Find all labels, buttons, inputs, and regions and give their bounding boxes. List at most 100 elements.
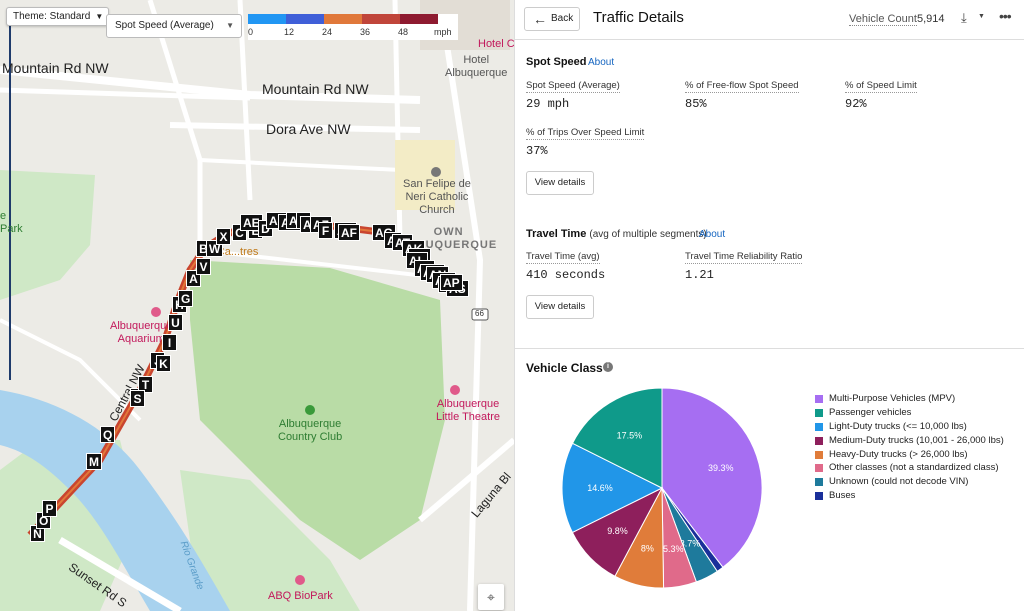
back-button[interactable]: ← Back <box>524 7 580 31</box>
poi-country-club[interactable]: Albuquerque Country Club <box>278 418 343 443</box>
legend-item: Heavy-Duty trucks (> 26,000 lbs) <box>815 448 1004 462</box>
legend-swatch <box>815 395 823 403</box>
legend-bar-4 <box>400 14 438 24</box>
legend-item: Light-Duty trucks (<= 10,000 lbs) <box>815 420 1004 434</box>
legend-bar-2 <box>324 14 362 24</box>
legend-swatch <box>815 450 823 459</box>
crosshair-icon: ⌖ <box>487 589 495 605</box>
locate-me-button[interactable]: ⌖ <box>478 584 504 610</box>
metric-label: Travel Time (avg) <box>526 251 600 264</box>
travel-time-subtitle: (avg of multiple segments) <box>589 229 707 240</box>
route-marker-t[interactable]: T <box>138 376 153 393</box>
map-view[interactable]: Mountain Rd NW Mountain Rd NW Dora Ave N… <box>0 0 514 611</box>
poi-little-theatre[interactable]: Albuquerque Little Theatre <box>436 398 501 423</box>
theme-dropdown[interactable]: Theme: Standard ▼ <box>6 7 110 26</box>
metric-value: 410 seconds <box>526 268 606 282</box>
legend-label: Unknown (could not decode VIN) <box>829 476 969 488</box>
route-marker-ap[interactable]: AP <box>440 274 463 291</box>
legend-bar-1 <box>286 14 324 24</box>
legend-swatch <box>815 422 823 431</box>
route-66-shield: 66 <box>475 309 484 318</box>
chevron-down-icon[interactable]: ▼ <box>978 13 985 20</box>
map-canvas <box>0 0 514 611</box>
poi-park[interactable]: e Park <box>0 210 23 235</box>
legend-tick: 36 <box>360 27 371 37</box>
metric-label: Spot Speed (Average) <box>526 80 620 93</box>
pie-slice-6[interactable] <box>561 442 664 534</box>
metric-label: % of Trips Over Speed Limit <box>526 127 645 140</box>
vehicle-class-pie-chart: 39.3% 3.7%5.3% 8% 9.8% 14.6% 17.5% <box>561 387 763 589</box>
legend-label: Other classes (not a standardized class) <box>829 462 999 474</box>
more-options-icon[interactable]: ••• <box>999 8 1012 24</box>
route-marker-g[interactable]: G <box>178 290 194 307</box>
legend-tick: 0 <box>248 27 254 37</box>
travel-time-view-details-button[interactable]: View details <box>526 295 594 319</box>
metric-label: % of Speed Limit <box>845 80 917 93</box>
legend-label: Buses <box>829 490 856 502</box>
legend-tick: 48 <box>398 27 409 37</box>
route-marker-ae[interactable]: AE <box>240 214 263 231</box>
route-marker-m[interactable]: M <box>86 453 102 470</box>
section-divider <box>515 348 1024 349</box>
metric-value: 1.21 <box>685 268 714 282</box>
route-marker-p[interactable]: P <box>42 500 57 517</box>
road-label-mountain-left: Mountain Rd NW <box>2 60 109 76</box>
pie-slice-7[interactable] <box>571 387 663 489</box>
route-marker-n[interactable]: N <box>30 525 45 542</box>
poi-hotel-albuquerque[interactable]: Hotel Albuquerque <box>445 54 508 79</box>
download-icon[interactable]: ⤓ <box>961 10 967 25</box>
legend-tick: 24 <box>322 27 333 37</box>
pie-slice-0[interactable] <box>661 387 763 569</box>
travel-time-title-text: Travel Time <box>526 228 587 240</box>
metric-label: % of Free-flow Spot Speed <box>685 80 799 93</box>
legend-label: Medium-Duty trucks (10,001 - 26,000 lbs) <box>829 434 1004 446</box>
legend-swatch <box>815 478 823 487</box>
panel-header: ← Back Traffic Details Vehicle Count 5,9… <box>515 0 1024 40</box>
metric-value: 37% <box>526 144 548 158</box>
poi-biopark[interactable]: ABQ BioPark <box>268 590 333 602</box>
vehicle-count-label[interactable]: Vehicle Count <box>849 13 917 26</box>
spot-speed-about-link[interactable]: About <box>588 57 615 68</box>
route-marker-u[interactable]: U <box>168 314 183 331</box>
info-icon[interactable]: i <box>603 362 613 372</box>
pie-slice-label-7: 17.5% <box>617 430 643 440</box>
pie-slice-label-5: 9.8% <box>607 526 628 536</box>
pie-slice-label-2: 3.7% <box>680 538 701 548</box>
route-marker-v[interactable]: V <box>196 258 211 275</box>
vehicle-class-title: Vehicle Class <box>526 361 603 375</box>
legend-item: Unknown (could not decode VIN) <box>815 475 1004 489</box>
route-marker-q[interactable]: Q <box>100 426 116 443</box>
spot-speed-title: Spot Speed <box>526 56 587 68</box>
road-label-mountain-right: Mountain Rd NW <box>262 81 369 97</box>
route-marker-s[interactable]: S <box>130 390 145 407</box>
arrow-left-icon: ← <box>533 11 547 27</box>
metric-value: 92% <box>845 97 867 111</box>
legend-unit: mph <box>434 27 452 37</box>
route-marker-af[interactable]: AF <box>338 224 360 241</box>
legend-bar-0 <box>248 14 286 24</box>
travel-time-about-link[interactable]: About <box>699 229 726 240</box>
poi-aquarium[interactable]: Albuquerque Aquarium <box>110 320 173 345</box>
route-marker-x[interactable]: X <box>216 228 231 245</box>
poi-hotel-chac[interactable]: Hotel Chac <box>478 38 514 50</box>
page-title: Traffic Details <box>593 9 684 26</box>
metric-dropdown[interactable]: Spot Speed (Average) ▼ <box>106 14 242 38</box>
pie-slice-label-0: 39.3% <box>708 463 734 473</box>
chevron-down-icon: ▼ <box>226 21 234 30</box>
route-marker-f[interactable]: F <box>318 222 333 239</box>
pie-slice-label-3: 5.3% <box>663 544 684 554</box>
legend-label: Passenger vehicles <box>829 406 912 418</box>
legend-item: Other classes (not a standardized class) <box>815 461 1004 475</box>
metric-value: 29 mph <box>526 97 570 111</box>
route-marker-k[interactable]: K <box>156 355 171 372</box>
legend-label: Multi-Purpose Vehicles (MPV) <box>829 393 956 404</box>
route-marker-i[interactable]: I <box>162 334 177 351</box>
pie-slice-label-4: 8% <box>641 543 654 553</box>
legend-bar-3 <box>362 14 400 24</box>
pie-legend: Multi-Purpose Vehicles (MPV) Passenger v… <box>815 392 1004 503</box>
poi-church[interactable]: San Felipe de Neri Catholic Church <box>403 178 471 216</box>
chevron-down-icon: ▼ <box>95 12 104 21</box>
legend-label: Heavy-Duty trucks (> 26,000 lbs) <box>829 448 968 460</box>
spot-speed-view-details-button[interactable]: View details <box>526 171 594 195</box>
